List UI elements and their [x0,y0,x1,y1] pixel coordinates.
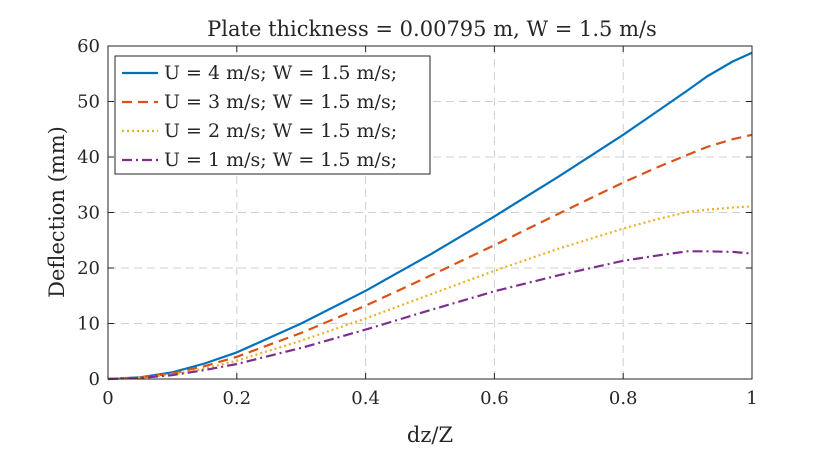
series-line-3 [107,205,753,381]
y-tick-label: 60 [77,36,100,57]
legend-label-4: U = 1 m/s; W = 1.5 m/s; [164,149,397,171]
y-tick-label: 0 [89,369,100,390]
x-axis-label: dz/Z [407,423,453,447]
legend: U = 4 m/s; W = 1.5 m/s; U = 3 m/s; W = 1.… [114,55,431,175]
y-axis-label: Deflection (mm) [45,126,69,298]
y-tick-label: 30 [77,203,100,224]
x-tick-label: 0.8 [609,388,638,409]
x-tick-label: 0.6 [480,388,509,409]
series-layer [107,51,753,381]
y-tick-label: 20 [77,258,100,279]
chart-title: Plate thickness = 0.00795 m, W = 1.5 m/s [207,17,657,41]
y-tick-label: 10 [77,314,100,335]
x-tick-label: 1 [746,388,757,409]
legend-label-3: U = 2 m/s; W = 1.5 m/s; [164,120,397,142]
y-tick-label: 40 [77,147,100,168]
y-tick-label: 50 [77,92,100,113]
series-line-4 [107,250,753,381]
x-tick-label: 0.4 [351,388,380,409]
legend-label-2: U = 3 m/s; W = 1.5 m/s; [164,91,397,113]
legend-box [114,55,431,175]
series-line-1 [107,51,753,381]
x-tick-label: 0 [102,388,113,409]
series-line-2 [107,133,753,381]
legend-label-1: U = 4 m/s; W = 1.5 m/s; [164,62,397,84]
x-tick-label: 0.2 [222,388,251,409]
